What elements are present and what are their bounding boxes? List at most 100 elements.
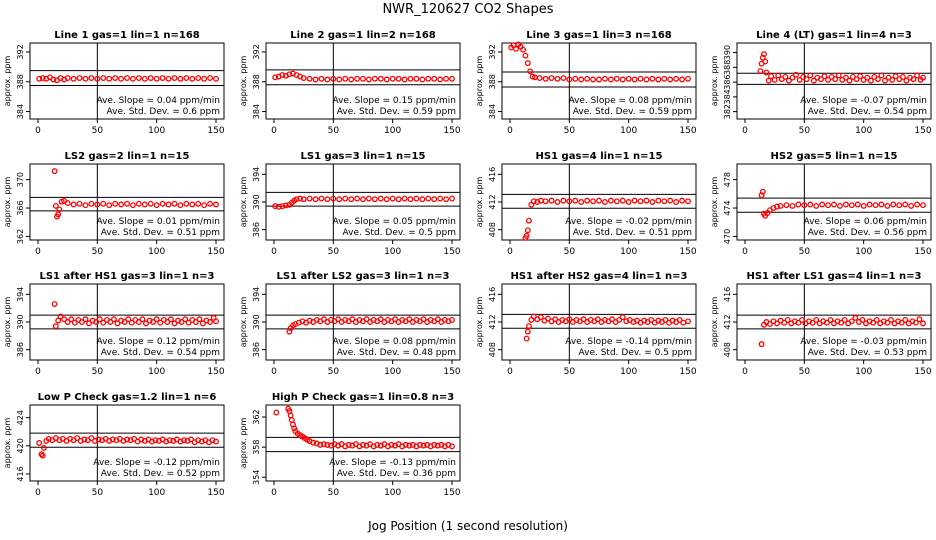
data-point: [542, 75, 549, 82]
x-tick-label: 0: [271, 488, 277, 498]
panel-3: Line 3 gas=1 lin=3 n=168 0 50 100 150 384 388 3…: [475, 30, 697, 136]
slope-label: Ave. Slope =: [803, 217, 861, 227]
panel-title: Line 1 gas=1 lin=1 n=168: [54, 30, 200, 41]
data-point: [195, 75, 202, 81]
x-tick-label: 50: [564, 126, 576, 136]
data-point: [377, 75, 384, 82]
data-point: [213, 438, 219, 445]
data-point: [417, 441, 423, 448]
x-tick-label: 0: [507, 367, 513, 377]
slope-value: 0.01: [154, 217, 177, 227]
data-point: [395, 196, 402, 203]
data-point: [898, 319, 905, 326]
data-point: [388, 441, 395, 448]
stddev-annotation: Ave. Std. Dev. = 0.36 ppm: [337, 469, 456, 479]
data-point: [201, 202, 208, 209]
data-point: [884, 319, 891, 326]
y-tick-label: 386: [252, 342, 261, 357]
data-point: [512, 46, 519, 52]
data-point: [860, 202, 867, 209]
data-point: [377, 316, 384, 323]
data-point: [291, 425, 298, 432]
y-tick-label: 384: [252, 104, 261, 119]
slope-annotation: Ave. Slope = 0.15 ppm/min: [332, 96, 456, 106]
x-tick-label: 100: [384, 488, 401, 498]
data-point: [527, 68, 534, 75]
y-tick-label: 478: [723, 172, 732, 187]
y-tick-label: 384: [488, 104, 497, 119]
stddev-value: 0.48: [410, 348, 433, 358]
data-point: [524, 60, 531, 67]
slope-value: 0.08: [390, 337, 413, 347]
slope-label: Ave. Slope =: [96, 337, 154, 347]
data-point: [71, 319, 78, 326]
data-point: [201, 75, 208, 82]
slope-annotation: Ave. Slope = -0.14 ppm/min: [565, 337, 692, 347]
x-tick-label: 0: [35, 247, 41, 257]
slope-annotation: Ave. Slope = 0.08 ppm/min: [332, 337, 456, 347]
slope-label: Ave. Slope =: [96, 96, 154, 106]
data-point: [878, 201, 885, 208]
data-point: [809, 319, 816, 326]
data-point: [177, 75, 184, 82]
data-point: [279, 72, 286, 78]
x-tick-label: 0: [507, 247, 513, 257]
data-point: [349, 316, 356, 323]
y-tick-label: 416: [723, 287, 732, 302]
slope-annotation: Ave. Slope = -0.07 ppm/min: [800, 96, 927, 106]
data-point: [360, 196, 366, 203]
data-point: [57, 313, 64, 320]
y-axis-label: approx. ppm: [239, 177, 248, 228]
data-point: [613, 75, 620, 82]
data-point: [365, 76, 372, 83]
panel-title: HS1 gas=4 lin=1 n=15: [536, 151, 663, 162]
panel-title: HS1 after LS1 gas=4 lin=1 n=3: [746, 271, 921, 282]
data-point: [377, 195, 384, 202]
data-point: [392, 316, 398, 323]
data-point: [832, 76, 839, 83]
data-point: [195, 200, 202, 207]
slope-unit: ppm/min: [177, 96, 220, 106]
data-point: [324, 441, 331, 448]
data-point: [50, 76, 57, 83]
data-point: [827, 316, 834, 323]
panel-14: High P Check gas=1 lin=0.8 n=3 0 50 100 150 3…: [239, 392, 461, 498]
data-point: [807, 72, 814, 79]
data-point: [64, 319, 71, 325]
data-point: [345, 441, 352, 448]
data-point: [70, 201, 77, 208]
slope-annotation: Ave. Slope = -0.03 ppm/min: [800, 337, 927, 347]
data-point: [783, 202, 790, 209]
data-point: [273, 409, 280, 416]
data-point: [842, 201, 849, 208]
slope-annotation: Ave. Slope = 0.06 ppm/min: [803, 217, 927, 227]
data-point: [434, 442, 441, 449]
data-point: [389, 75, 396, 82]
x-tick-label: 0: [742, 367, 748, 377]
data-point: [182, 316, 189, 323]
data-point: [892, 73, 899, 80]
data-point: [39, 75, 46, 81]
panel-title: Low P Check gas=1.2 lin=1 n=6: [38, 392, 217, 403]
data-point: [777, 202, 784, 209]
data-point: [643, 197, 650, 204]
data-point: [365, 195, 372, 202]
data-point: [554, 75, 561, 82]
data-point: [679, 76, 686, 83]
slope-value: 0.06: [861, 217, 884, 227]
x-tick-label: 50: [799, 126, 811, 136]
x-tick-label: 150: [914, 247, 931, 257]
data-point: [648, 316, 655, 323]
stddev-label: Ave. Std. Dev. =: [101, 228, 174, 238]
y-tick-label: 392: [488, 44, 497, 59]
data-point: [371, 75, 378, 82]
x-tick-label: 50: [328, 488, 340, 498]
y-axis-label: approx. ppm: [239, 56, 248, 107]
stddev-label: Ave. Std. Dev. =: [343, 228, 416, 238]
data-point: [76, 200, 83, 207]
data-point: [124, 75, 130, 81]
y-tick-label: 412: [723, 314, 732, 329]
stddev-unit: ppm: [433, 107, 456, 117]
y-tick-label: 386: [723, 74, 732, 89]
y-tick-label: 390: [16, 314, 25, 329]
